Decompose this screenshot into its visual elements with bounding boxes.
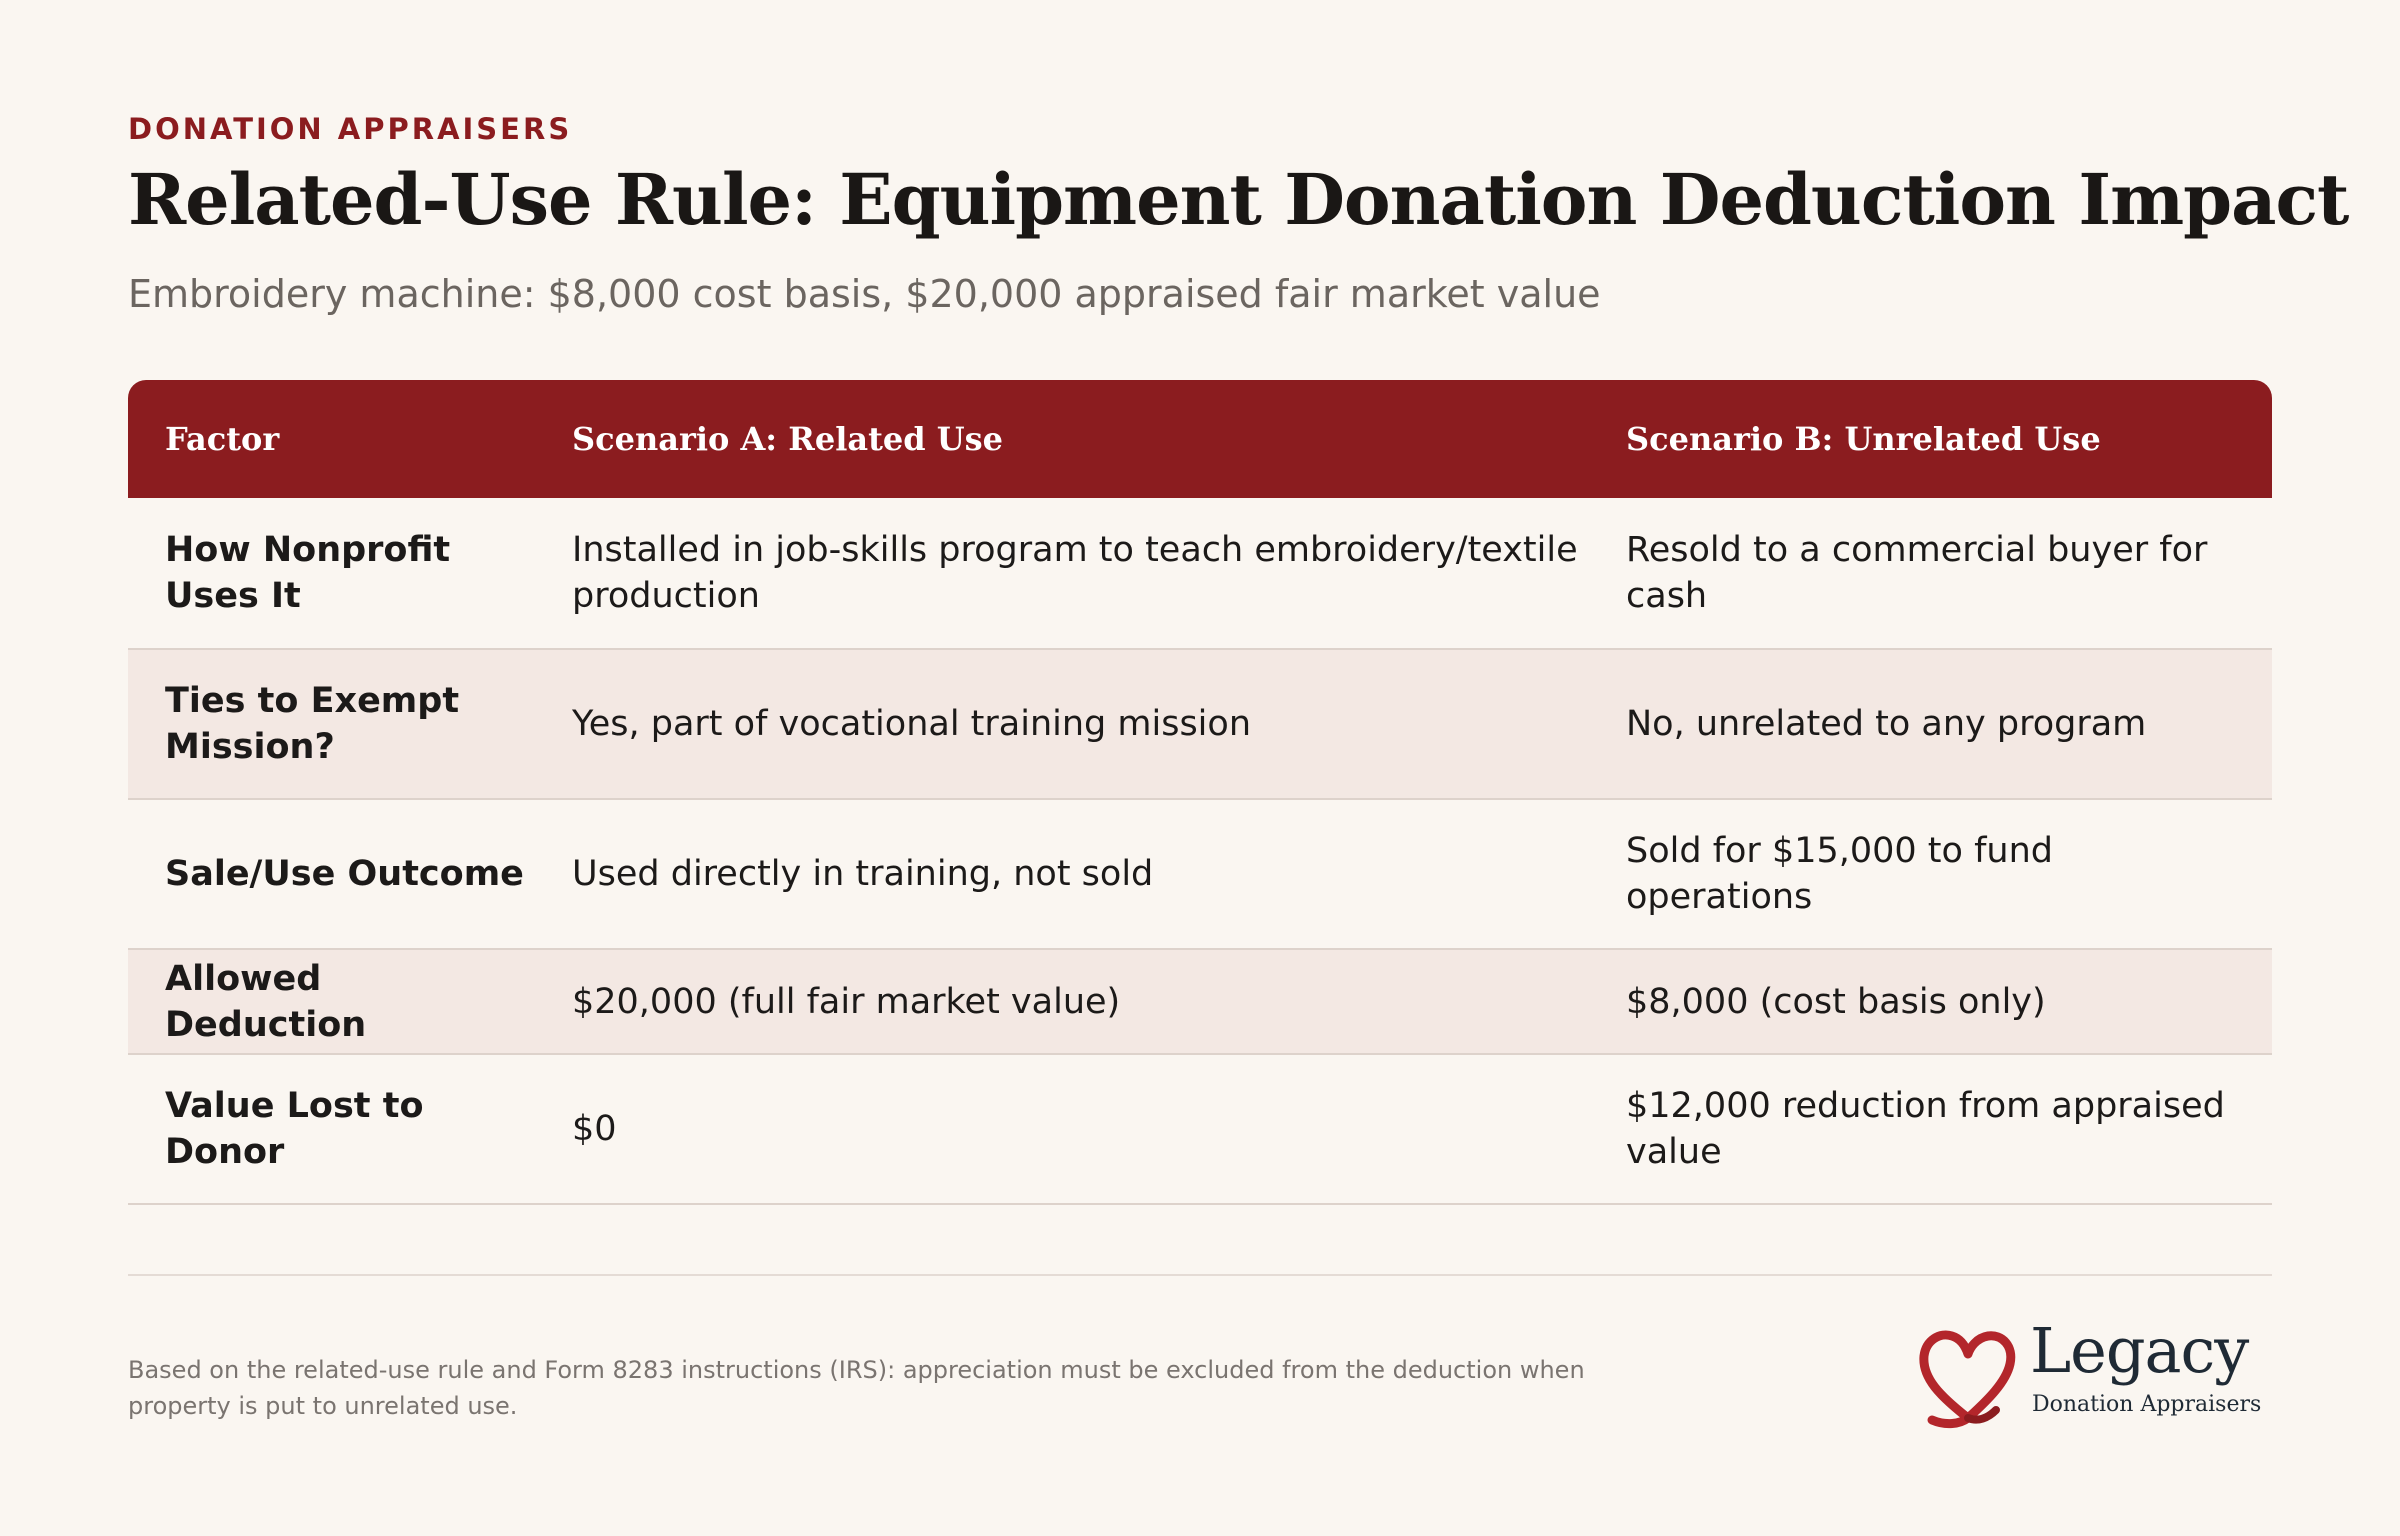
source-footnote: Based on the related-use rule and Form 8… [128,1356,1585,1420]
logo-tagline: Donation Appraisers [2032,1392,2262,1417]
table-header: Factor Scenario A: Related Use Scenario … [128,380,2272,498]
row-scenario-a: Yes, part of vocational training mission [572,704,1251,744]
page-subtitle: Embroidery machine: $8,000 cost basis, $… [128,272,1601,316]
row-scenario-a: Used directly in training, not sold [572,854,1154,894]
table-row: How Nonprofit Uses It Installed in job-s… [128,498,2272,650]
header-scenario-b: Scenario B: Unrelated Use [1626,420,2101,458]
heart-ribbon-icon [1919,1330,2016,1429]
brand-logo: Legacy Donation Appraisers [1910,1312,2270,1432]
table-row: Allowed Deduction $20,000 (full fair mar… [128,950,2272,1055]
logo-name: Legacy [2030,1314,2249,1387]
eyebrow-label: DONATION APPRAISERS [128,112,573,146]
row-factor: Allowed Deduction [165,958,367,1045]
row-scenario-b: Sold for $15,000 to fund operations [1626,831,2053,917]
header-factor: Factor [165,420,280,458]
row-scenario-b: Resold to a commercial buyer for cash [1626,530,2208,616]
row-scenario-b: $8,000 (cost basis only) [1626,981,2046,1022]
row-scenario-b: $12,000 reduction from appraised value [1626,1086,2225,1172]
comparison-table: Factor Scenario A: Related Use Scenario … [128,380,2272,1205]
row-factor: Sale/Use Outcome [165,854,524,894]
row-scenario-b: No, unrelated to any program [1626,704,2147,744]
header-scenario-a: Scenario A: Related Use [572,420,1004,458]
page-title: Related-Use Rule: Equipment Donation Ded… [128,158,2349,241]
row-factor: Value Lost to Donor [165,1086,424,1172]
row-scenario-a: Installed in job-skills program to teach… [572,530,1578,616]
footer-divider [128,1274,2272,1276]
table-row: Value Lost to Donor $0 $12,000 reduction… [128,1055,2272,1205]
row-factor: Ties to Exempt Mission? [165,681,460,767]
row-scenario-a: $20,000 (full fair market value) [572,981,1121,1022]
row-scenario-a: $0 [572,1109,617,1149]
table-row: Ties to Exempt Mission? Yes, part of voc… [128,650,2272,800]
table-row: Sale/Use Outcome Used directly in traini… [128,800,2272,950]
row-factor: How Nonprofit Uses It [165,530,451,616]
